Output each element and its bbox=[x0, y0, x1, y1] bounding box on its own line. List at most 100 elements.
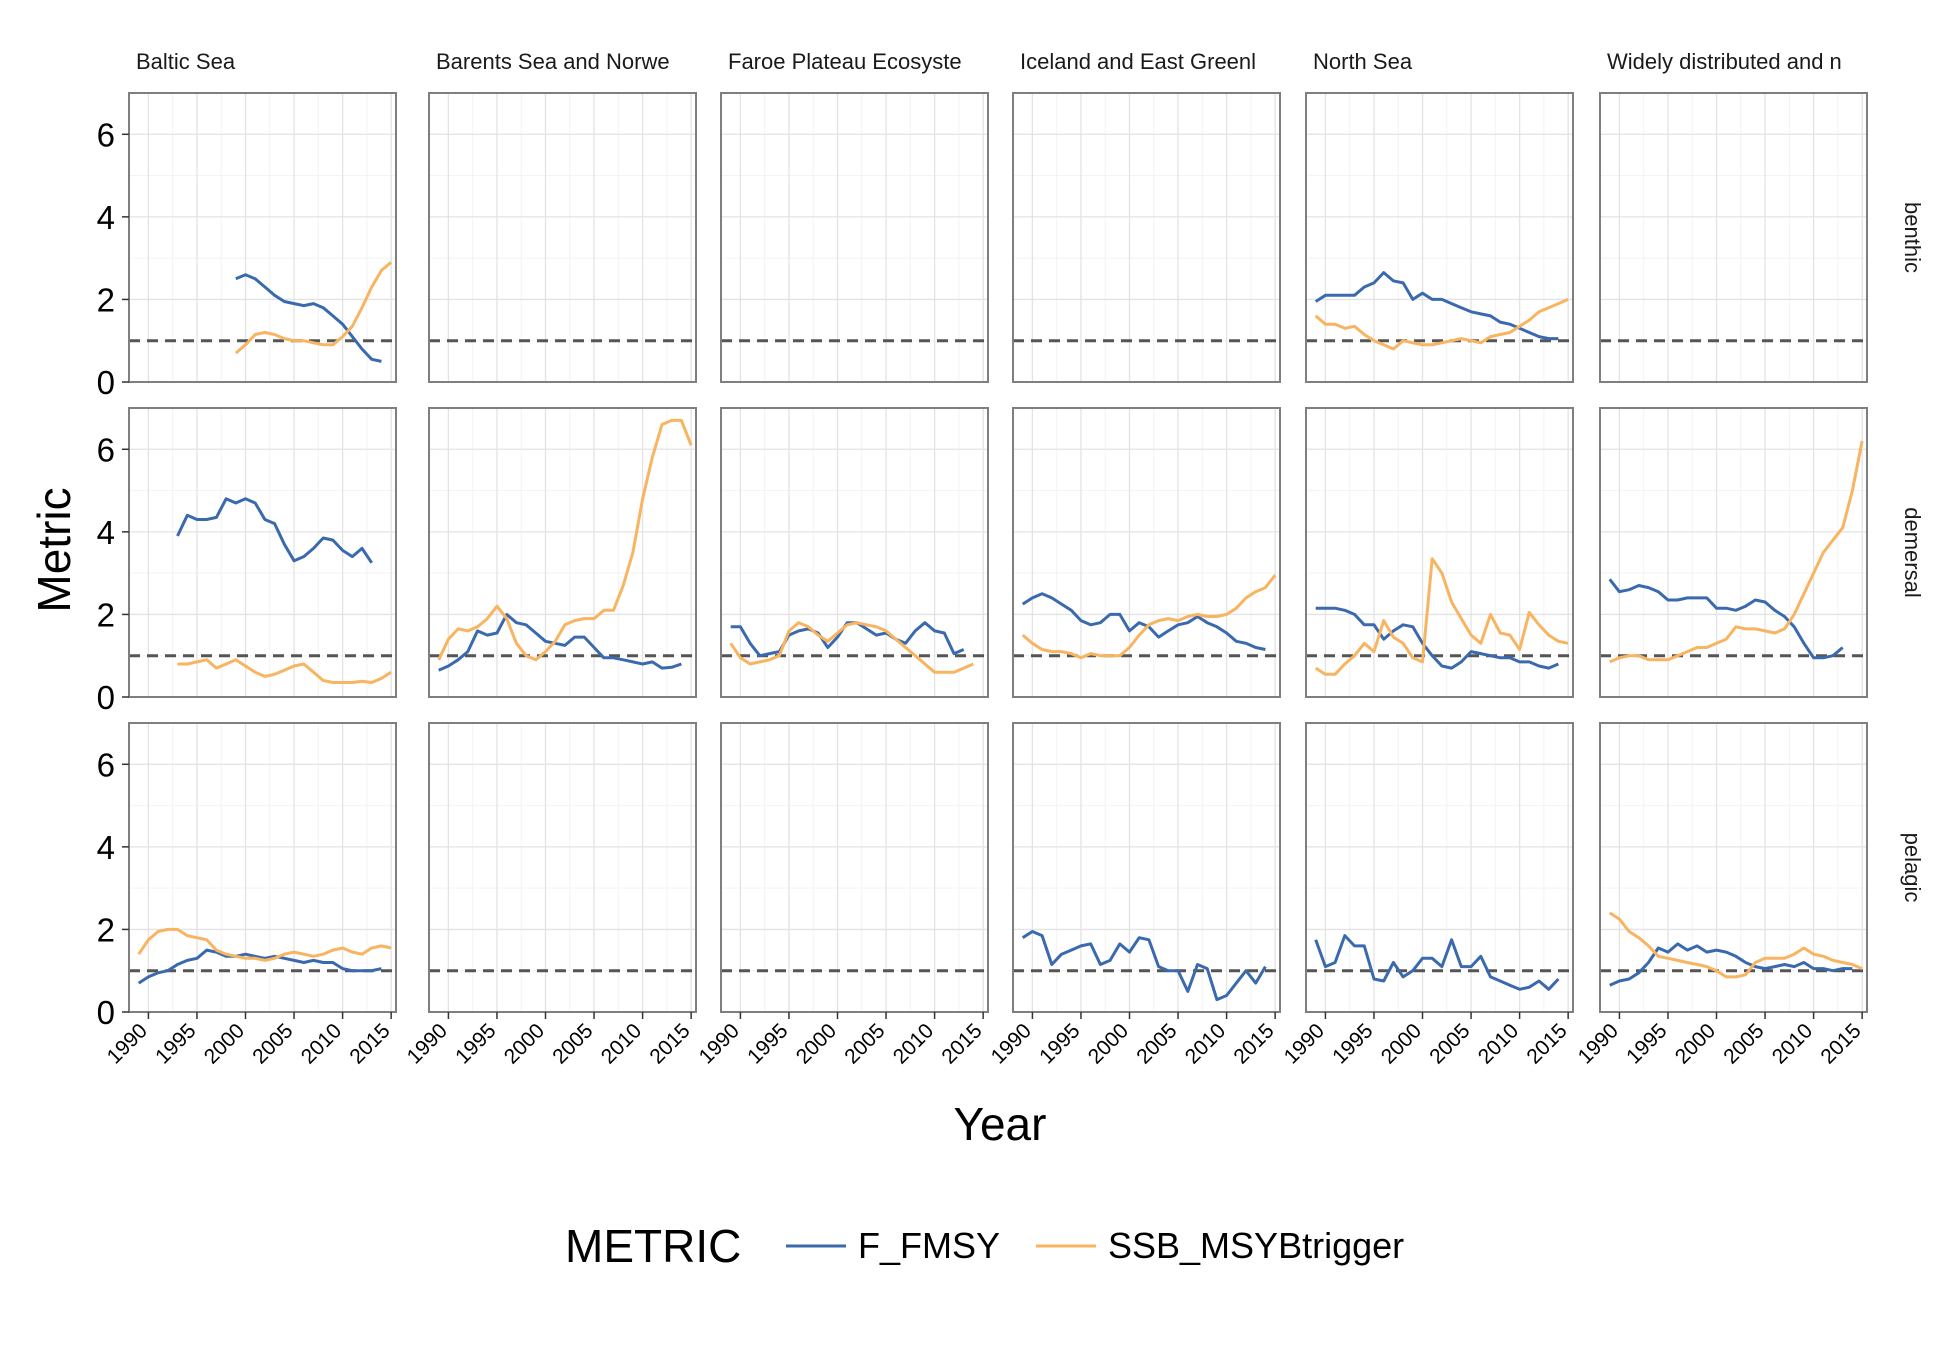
panel-baltic-sea-demersal bbox=[128, 407, 397, 698]
column-strip-iceland-and-east-greenl: Iceland and East Greenl bbox=[1020, 49, 1256, 74]
x-tick-label: 1995 bbox=[1328, 1019, 1377, 1068]
y-tick-label: 4 bbox=[97, 829, 115, 866]
panel-background bbox=[1013, 408, 1280, 697]
x-tick-label: 1995 bbox=[151, 1019, 200, 1068]
y-axis-title: Metric bbox=[28, 487, 80, 612]
x-tick-label: 2015 bbox=[1816, 1019, 1865, 1068]
panel-background bbox=[721, 723, 988, 1012]
x-tick-label: 2000 bbox=[1377, 1019, 1426, 1068]
panels-layer bbox=[128, 92, 1868, 1013]
panel-background bbox=[1306, 408, 1573, 697]
row-strip-labels: benthic demersal pelagic bbox=[1900, 202, 1925, 902]
panel-barents-sea-and-norwe-pelagic bbox=[428, 722, 697, 1013]
y-tick-label: 2 bbox=[97, 596, 115, 633]
x-tick-label: 1990 bbox=[1574, 1019, 1623, 1068]
panel-border bbox=[128, 722, 397, 1013]
x-tick-label: 2010 bbox=[1768, 1019, 1817, 1068]
x-tick-label: 1995 bbox=[451, 1019, 500, 1068]
x-tick-label: 2015 bbox=[1522, 1019, 1571, 1068]
series-line-ssb-msybtrigger bbox=[1314, 298, 1569, 351]
panel-background bbox=[429, 93, 696, 382]
panel-background bbox=[721, 408, 988, 697]
x-tick-label: 2010 bbox=[1474, 1019, 1523, 1068]
x-tick-label: 2000 bbox=[792, 1019, 841, 1068]
x-tick-label: 2005 bbox=[248, 1019, 297, 1068]
x-tick-label: 1995 bbox=[743, 1019, 792, 1068]
panel-border bbox=[1012, 722, 1281, 1013]
x-tick-label: 2010 bbox=[1181, 1019, 1230, 1068]
panel-baltic-sea-benthic bbox=[128, 92, 397, 383]
panel-border bbox=[1305, 722, 1574, 1013]
panel-border bbox=[1599, 722, 1868, 1013]
panel-border bbox=[1012, 407, 1281, 698]
series-line-ssb-msybtrigger bbox=[1021, 574, 1277, 660]
series-line-ssb-msybtrigger bbox=[437, 418, 693, 662]
column-strip-north-sea: North Sea bbox=[1313, 49, 1413, 74]
panel-border bbox=[128, 407, 397, 698]
panel-background bbox=[1013, 723, 1280, 1012]
y-tick-label: 2 bbox=[97, 911, 115, 948]
row-strip-demersal: demersal bbox=[1900, 507, 1925, 597]
panel-border bbox=[1305, 407, 1574, 698]
x-axis-ticks: 1990 1995 2000 2005 2010 2015 1990 1995 2000 2005… bbox=[103, 1012, 1866, 1069]
panel-border bbox=[128, 92, 397, 383]
series-line-f-fmsy bbox=[438, 612, 682, 672]
x-tick-label: 1995 bbox=[1035, 1019, 1084, 1068]
x-tick-label: 2000 bbox=[1671, 1019, 1720, 1068]
panel-border bbox=[428, 722, 697, 1013]
panel-border bbox=[720, 722, 989, 1013]
panel-border bbox=[1599, 407, 1868, 698]
panel-background bbox=[129, 408, 396, 697]
x-tick-label: 1990 bbox=[1280, 1019, 1329, 1068]
panel-widely-distributed-and-n-demersal bbox=[1599, 407, 1868, 698]
panel-border bbox=[1012, 92, 1281, 383]
x-axis-title: Year bbox=[954, 1098, 1047, 1150]
x-tick-label: 2005 bbox=[840, 1019, 889, 1068]
panel-border bbox=[720, 92, 989, 383]
y-tick-label: 4 bbox=[97, 199, 115, 236]
y-tick-label: 0 bbox=[97, 679, 115, 716]
column-strip-baltic-sea: Baltic Sea bbox=[136, 49, 236, 74]
series-line-f-fmsy bbox=[1608, 578, 1844, 660]
series-line-ssb-msybtrigger bbox=[1609, 440, 1864, 664]
panel-border bbox=[1599, 92, 1868, 383]
series-line-ssb-msybtrigger bbox=[177, 658, 392, 684]
legend-label-f-fmsy: F_FMSY bbox=[858, 1225, 1000, 1266]
y-tick-label: 0 bbox=[97, 364, 115, 401]
x-tick-label: 2015 bbox=[1229, 1019, 1278, 1068]
panel-border bbox=[720, 407, 989, 698]
panel-barents-sea-and-norwe-benthic bbox=[428, 92, 697, 383]
x-tick-label: 1990 bbox=[403, 1019, 452, 1068]
panel-background bbox=[429, 408, 696, 697]
series-line-f-fmsy bbox=[730, 621, 965, 658]
panel-faroe-plateau-ecosyste-demersal bbox=[720, 407, 989, 698]
panel-border bbox=[428, 407, 697, 698]
legend: METRIC F_FMSY SSB_MSYBtrigger bbox=[565, 1220, 1404, 1272]
panel-iceland-and-east-greenl-benthic bbox=[1012, 92, 1281, 383]
panel-border bbox=[1305, 92, 1574, 383]
panel-widely-distributed-and-n-pelagic bbox=[1599, 722, 1868, 1013]
panel-background bbox=[129, 723, 396, 1012]
column-strip-widely-distributed-and-n: Widely distributed and n bbox=[1607, 49, 1842, 74]
panel-background bbox=[1306, 723, 1573, 1012]
legend-label-ssb-msybtrigger: SSB_MSYBtrigger bbox=[1108, 1225, 1404, 1266]
panel-north-sea-benthic bbox=[1305, 92, 1574, 383]
x-tick-label: 1990 bbox=[987, 1019, 1036, 1068]
row-strip-pelagic: pelagic bbox=[1900, 833, 1925, 903]
panel-background bbox=[721, 93, 988, 382]
series-line-f-fmsy bbox=[235, 273, 382, 363]
panel-border bbox=[428, 92, 697, 383]
panel-faroe-plateau-ecosyste-pelagic bbox=[720, 722, 989, 1013]
x-tick-label: 2015 bbox=[645, 1019, 694, 1068]
series-line-f-fmsy bbox=[176, 497, 373, 564]
y-tick-label: 0 bbox=[97, 994, 115, 1031]
y-tick-label: 4 bbox=[97, 514, 115, 551]
panel-background bbox=[1600, 93, 1867, 382]
y-tick-label: 6 bbox=[97, 431, 115, 468]
panel-baltic-sea-pelagic bbox=[128, 722, 397, 1013]
row-strip-benthic: benthic bbox=[1900, 202, 1925, 273]
column-strip-barents-sea-and-norwe: Barents Sea and Norwe bbox=[436, 49, 670, 74]
panel-background bbox=[429, 723, 696, 1012]
series-line-ssb-msybtrigger bbox=[1608, 911, 1863, 979]
panel-widely-distributed-and-n-benthic bbox=[1599, 92, 1868, 383]
